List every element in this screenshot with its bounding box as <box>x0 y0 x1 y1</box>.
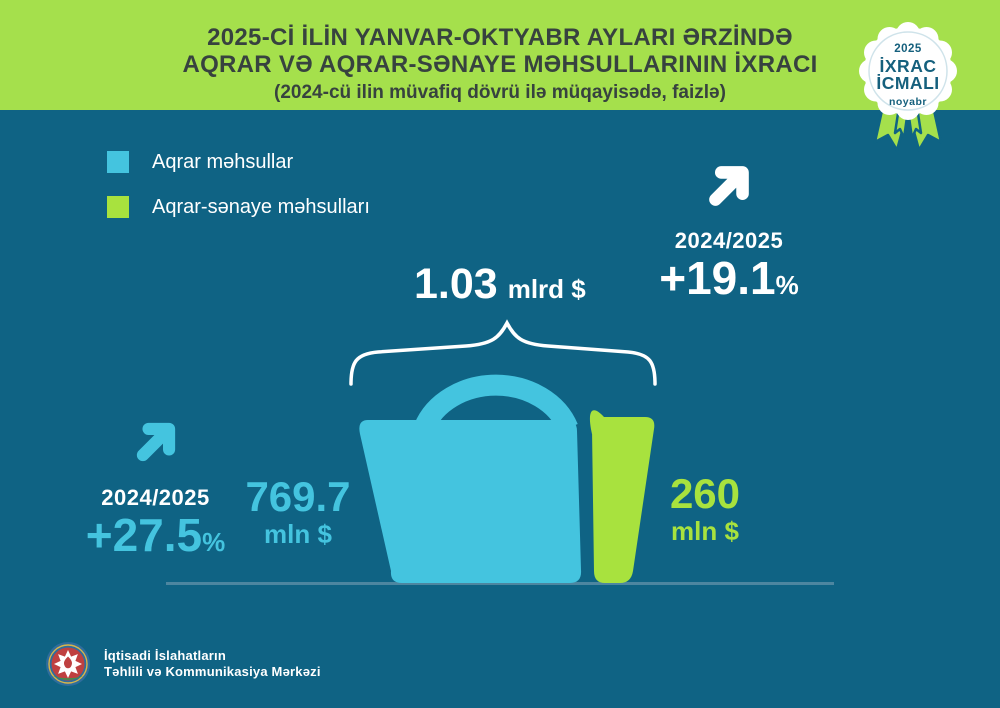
header-band <box>0 0 1000 110</box>
legend-swatch-senaye-icon <box>107 196 129 218</box>
header-titles: 2025-Cİ İLİN YANVAR-OKTYABR AYLARI ƏRZİN… <box>0 24 1000 106</box>
growth-arrow-up-right-icon <box>136 422 175 462</box>
legend-item-senaye: Aqrar-sənaye məhsulları <box>107 195 370 219</box>
footer-org-name: İqtisadi İslahatların Təhlili və Kommuni… <box>104 648 321 680</box>
amount-agrar-unit: mln $ <box>264 519 332 549</box>
growth-agrar-percent: +27.5% <box>85 509 226 561</box>
legend-label-senaye: Aqrar-sənaye məhsulları <box>152 195 370 218</box>
total-amount: 1.03 <box>414 260 498 308</box>
growth-total-percent: +19.1% <box>659 252 799 304</box>
footer: İqtisadi İslahatların Təhlili və Kommuni… <box>45 641 321 687</box>
growth-arrow-up-right-icon <box>709 166 749 206</box>
page-subtitle: (2024-cü ilin müvafiq dövrü ilə müqayisə… <box>274 82 726 103</box>
amount-senaye-unit: mln $ <box>671 516 739 546</box>
growth-total-period: 2024/2025 <box>674 228 784 253</box>
state-emblem-icon <box>46 642 90 686</box>
total-brace-icon <box>349 319 657 386</box>
badge-month: noyabr <box>889 96 927 108</box>
basket-handle-icon <box>414 374 578 433</box>
page-title-line2: AQRAR VƏ AQRAR-SƏNAYE MƏHSULLARININ İXRA… <box>182 51 818 78</box>
legend: Aqrar məhsullar Aqrar-sənaye məhsulları <box>107 150 370 240</box>
total-value: 1.03 mlrd $ <box>414 260 586 309</box>
growth-block-agrar: 2024/2025 +27.5% <box>73 414 238 572</box>
basket-body-agrar <box>359 420 582 583</box>
growth-block-total: 2024/2025 +19.1% <box>647 157 811 315</box>
footer-org-line1: İqtisadi İslahatların <box>104 648 226 663</box>
amount-agrar: 769.7 mln $ <box>238 473 358 550</box>
badge-year: 2025 <box>894 43 922 55</box>
amount-senaye: 260 mln $ <box>645 470 765 547</box>
legend-item-agrar: Aqrar məhsullar <box>107 150 370 174</box>
legend-label-agrar: Aqrar məhsullar <box>152 150 294 173</box>
amount-senaye-value: 260 <box>669 470 741 517</box>
badge-inner-ring <box>868 31 948 111</box>
legend-swatch-agrar-icon <box>107 151 129 173</box>
basket-slice-senaye <box>591 417 655 583</box>
badge-rosette-icon <box>859 22 957 120</box>
badge-title-line2: İCMALI <box>876 73 939 93</box>
badge-title-line1: İXRAC <box>880 56 937 76</box>
footer-org-line2: Təhlili və Kommunikasiya Mərkəzi <box>104 664 321 679</box>
ixrac-icmali-badge: 2025 İXRAC İCMALI noyabr <box>859 22 957 152</box>
growth-agrar-period: 2024/2025 <box>101 485 210 510</box>
amount-agrar-value: 769.7 <box>245 473 351 520</box>
total-unit: mlrd $ <box>507 274 586 304</box>
page-title-line1: 2025-Cİ İLİN YANVAR-OKTYABR AYLARI ƏRZİN… <box>207 24 793 51</box>
